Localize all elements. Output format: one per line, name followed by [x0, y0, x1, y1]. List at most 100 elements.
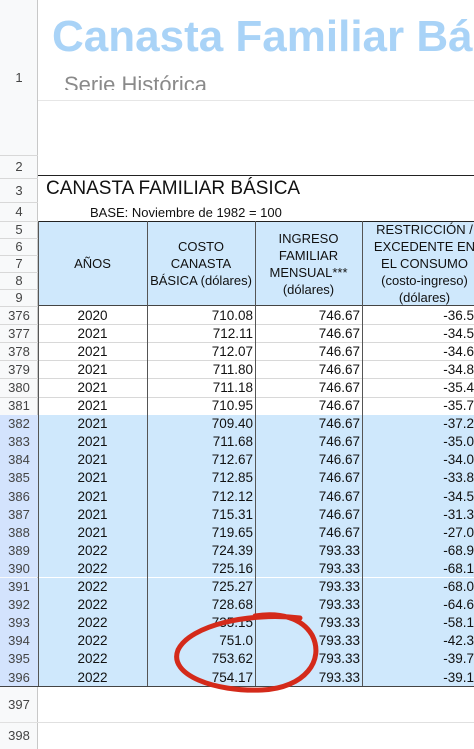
income-cell: 793.33 — [318, 597, 360, 613]
income-cell: 746.67 — [318, 488, 360, 504]
column-line — [38, 221, 39, 687]
row-line — [0, 360, 474, 362]
row-number: 393 — [0, 613, 38, 632]
year-cell: 2022 — [77, 669, 108, 685]
row-number: 397 — [8, 696, 30, 712]
cost-cell: 728.68 — [211, 597, 253, 613]
year-cell: 2021 — [77, 361, 108, 377]
row-number: 395 — [0, 649, 38, 668]
column-line — [362, 221, 363, 687]
row-number: 384 — [0, 450, 38, 469]
column-line — [255, 221, 256, 687]
year-cell: 2021 — [77, 434, 108, 450]
year-cell: 2021 — [77, 488, 108, 504]
column-line — [147, 221, 148, 687]
row-line — [0, 255, 38, 256]
year-cell: 2021 — [77, 470, 108, 486]
row-number: 385 — [0, 468, 38, 487]
year-cell: 2021 — [77, 325, 108, 341]
row-line — [0, 202, 38, 203]
balance-cell: -68.9 — [443, 542, 474, 558]
balance-cell: -27.0 — [443, 524, 474, 540]
row-number: 4 — [15, 204, 23, 219]
row-number: 387 — [0, 505, 38, 524]
year-cell: 2021 — [77, 343, 108, 359]
income-cell: 793.33 — [318, 633, 360, 649]
balance-cell: -35.7 — [443, 398, 474, 414]
balance-cell: -33.8 — [443, 470, 474, 486]
divider — [38, 100, 474, 101]
balance-cell: -39.1 — [443, 669, 474, 685]
cost-cell: 724.39 — [211, 542, 253, 558]
year-cell: 2022 — [77, 542, 108, 558]
row-number: 2 — [15, 159, 23, 174]
balance-cell: -34.8 — [443, 361, 474, 377]
balance-cell: -35.0 — [443, 434, 474, 450]
heading-line — [38, 175, 474, 176]
cost-cell: 754.17 — [211, 669, 253, 685]
column-header: AÑOS — [74, 256, 111, 271]
row-number: 386 — [0, 487, 38, 506]
income-cell: 746.67 — [318, 325, 360, 341]
row-line — [0, 396, 474, 398]
row-line — [0, 238, 38, 239]
year-cell: 2022 — [77, 651, 108, 667]
column-header: COSTO CANASTA BÁSICA (dólares) — [150, 239, 252, 288]
row-number: 5 — [15, 222, 23, 237]
income-cell: 746.67 — [318, 343, 360, 359]
row-line — [0, 221, 38, 222]
income-cell: 746.67 — [318, 307, 360, 323]
cost-cell: 712.12 — [211, 488, 253, 504]
balance-cell: -34.0 — [443, 452, 474, 468]
row-number: 9 — [15, 290, 23, 305]
row-line — [0, 342, 474, 344]
row-number: 376 — [8, 307, 30, 323]
row-number: 379 — [8, 361, 30, 377]
income-cell: 746.67 — [318, 506, 360, 522]
cost-cell: 710.08 — [211, 307, 253, 323]
row-number: 394 — [0, 631, 38, 650]
year-cell: 2020 — [77, 307, 108, 323]
cost-cell: 710.95 — [211, 398, 253, 414]
balance-cell: -36.5 — [443, 307, 474, 323]
row-number: 1 — [15, 70, 23, 85]
row-line — [0, 324, 474, 326]
year-cell: 2021 — [77, 524, 108, 540]
income-cell: 793.33 — [318, 542, 360, 558]
cost-cell: 712.11 — [212, 325, 253, 341]
header-band — [38, 221, 474, 306]
row-line — [0, 378, 474, 380]
balance-cell: -68.1 — [443, 560, 474, 576]
row-number: 382 — [0, 414, 38, 433]
balance-cell: -35.4 — [443, 379, 474, 395]
year-cell: 2022 — [77, 579, 108, 595]
row-number: 6 — [15, 239, 23, 254]
row-number: 390 — [0, 559, 38, 578]
balance-cell: -34.5 — [443, 488, 474, 504]
row-number: 8 — [15, 273, 23, 288]
income-cell: 793.33 — [318, 615, 360, 631]
year-cell: 2022 — [77, 560, 108, 576]
balance-cell: -39.7 — [443, 651, 474, 667]
cost-cell: 751.0 — [219, 633, 253, 649]
year-cell: 2022 — [77, 615, 108, 631]
balance-cell: -34.5 — [443, 325, 474, 341]
row-number: 381 — [8, 398, 30, 414]
sheet-title: Canasta Familiar Bá — [52, 12, 473, 61]
cost-cell: 712.85 — [211, 470, 253, 486]
base-note: BASE: Noviembre de 1982 = 100 — [90, 205, 282, 220]
balance-cell: -64.6 — [443, 597, 474, 613]
year-cell: 2021 — [77, 416, 108, 432]
cost-cell: 715.31 — [211, 506, 253, 522]
row-number: 392 — [0, 595, 38, 614]
cost-cell: 709.40 — [211, 416, 253, 432]
income-cell: 746.67 — [318, 361, 360, 377]
income-cell: 793.33 — [318, 669, 360, 685]
cost-cell: 711.18 — [212, 379, 253, 395]
row-number: 391 — [0, 577, 38, 596]
row-line — [0, 722, 474, 723]
balance-cell: -42.3 — [443, 633, 474, 649]
row-number: 396 — [0, 668, 38, 687]
red-circle-annotation — [174, 612, 319, 693]
